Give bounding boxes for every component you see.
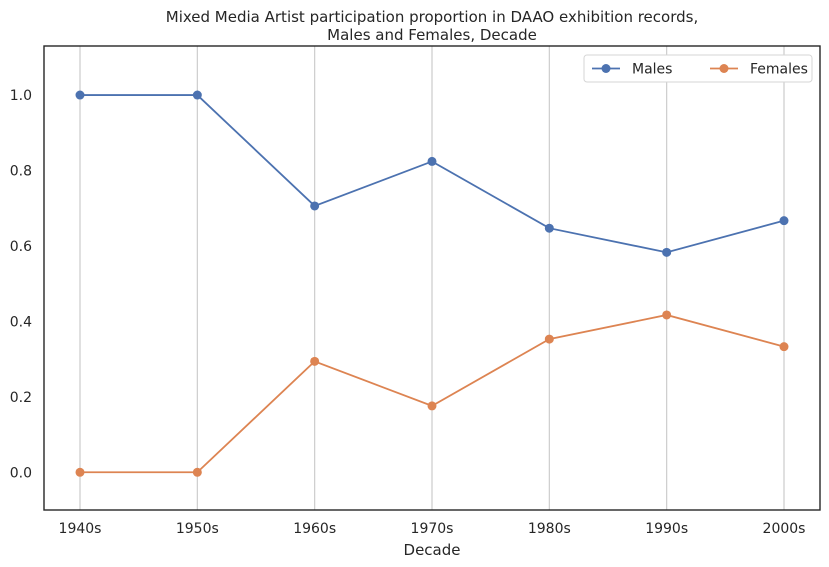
chart-title-line-2: Males and Females, Decade — [327, 26, 537, 44]
plot-frame — [43, 45, 821, 511]
legend-label-females: Females — [750, 62, 808, 78]
data-point-females — [192, 467, 202, 477]
data-point-males — [544, 223, 554, 233]
x-tick-label: 1950s — [176, 521, 219, 537]
legend-label-males: Males — [632, 62, 672, 78]
data-point-males — [427, 156, 437, 166]
data-point-males — [779, 216, 789, 226]
series-layer — [75, 90, 789, 477]
x-tick-label: 2000s — [763, 521, 806, 537]
x-axis-ticks: 1940s 1950s 1960s 1970s 1980s 1990s 2000s — [59, 521, 806, 537]
y-axis-ticks: 0.0 0.2 0.4 0.6 0.8 1.0 — [10, 88, 32, 481]
data-point-females — [310, 356, 320, 366]
x-tick-label: 1940s — [59, 521, 102, 537]
legend-swatch-marker — [719, 64, 729, 73]
x-axis-label: Decade — [404, 541, 461, 559]
x-tick-label: 1960s — [293, 521, 336, 537]
y-tick-label: 0.8 — [10, 163, 32, 179]
grid-lines — [79, 46, 785, 510]
data-point-males — [192, 90, 202, 100]
data-point-females — [75, 467, 85, 477]
legend-box — [583, 54, 813, 83]
legend: Males Females — [583, 54, 813, 83]
data-point-males — [662, 247, 672, 257]
data-point-females — [662, 310, 672, 320]
data-point-females — [427, 401, 437, 411]
x-tick-label: 1980s — [528, 521, 571, 537]
y-tick-label: 0.2 — [10, 390, 32, 406]
chart-title-line-1: Mixed Media Artist participation proport… — [166, 8, 698, 26]
y-tick-label: 1.0 — [10, 88, 32, 104]
data-point-females — [779, 342, 789, 352]
y-tick-label: 0.6 — [10, 239, 32, 255]
y-tick-label: 0.0 — [10, 465, 32, 481]
data-point-males — [75, 90, 85, 100]
x-tick-label: 1990s — [645, 521, 688, 537]
legend-swatch-marker — [601, 64, 611, 73]
y-tick-label: 0.4 — [10, 314, 32, 330]
data-point-females — [544, 334, 554, 344]
x-tick-label: 1970s — [411, 521, 454, 537]
data-point-males — [310, 201, 320, 211]
